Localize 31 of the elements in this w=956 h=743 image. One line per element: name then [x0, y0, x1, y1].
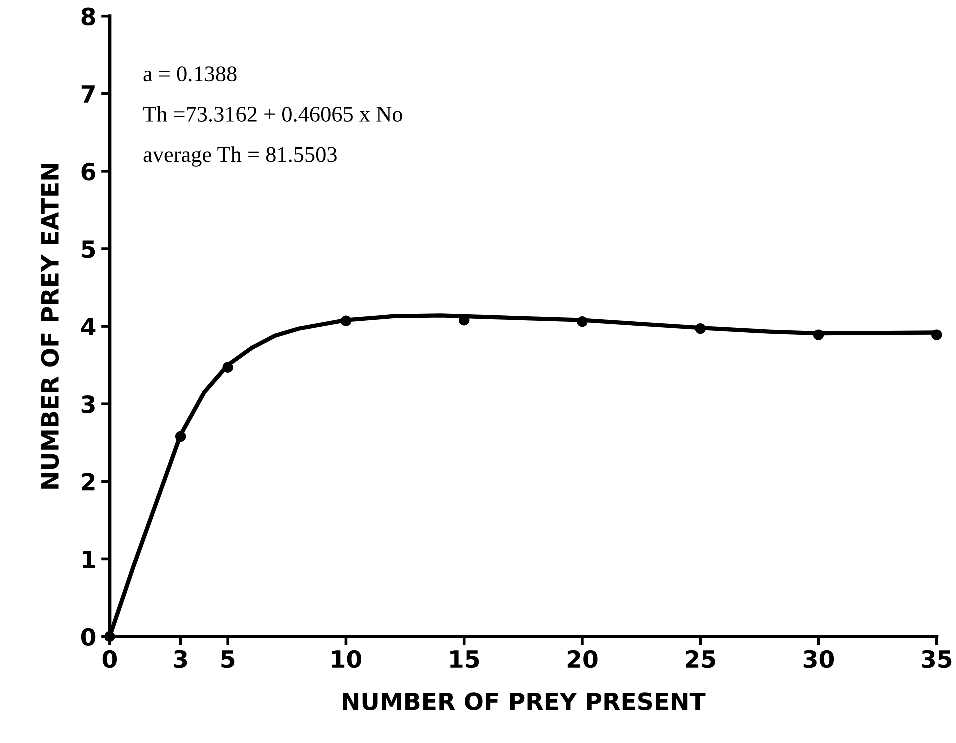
y-tick-label: 0 [81, 628, 96, 646]
x-tick-label: 5 [222, 650, 235, 668]
x-tick-label: 35 [922, 650, 952, 668]
point [175, 431, 186, 442]
point [577, 316, 588, 328]
x-tick-label: 30 [804, 650, 834, 668]
point [222, 362, 234, 374]
point [104, 631, 116, 642]
annotation: Th =73.3162 + 0.46065 x No [143, 106, 402, 122]
x-tick-label: 10 [332, 650, 362, 668]
x-tick-label: 0 [102, 650, 118, 668]
y-tick-label: 8 [82, 8, 96, 26]
point [695, 324, 706, 334]
y-tick-label: 3 [82, 396, 95, 414]
y-tick-label: 5 [82, 240, 96, 258]
x-axis-title: NUMBER OF PREY PRESENT [343, 692, 706, 711]
y-tick-label: 6 [82, 162, 96, 181]
annotation: average Th = 81.5503 [144, 146, 337, 167]
point [340, 316, 352, 326]
annotation: a = 0.1388 [144, 66, 237, 82]
point [813, 330, 824, 340]
y-tick-label: 2 [82, 473, 95, 491]
x-tick-label: 25 [686, 650, 716, 668]
y-tick-label: 1 [82, 550, 96, 568]
y-tick-label: 4 [81, 318, 96, 336]
y-tick-label: 7 [82, 86, 95, 103]
x-tick-label: 20 [568, 650, 598, 668]
point [932, 330, 942, 340]
y-axis-title: NUMBER OF PREY EATEN [41, 164, 60, 489]
x-tick-label: 15 [450, 650, 480, 668]
x-tick-label: 3 [174, 650, 188, 668]
